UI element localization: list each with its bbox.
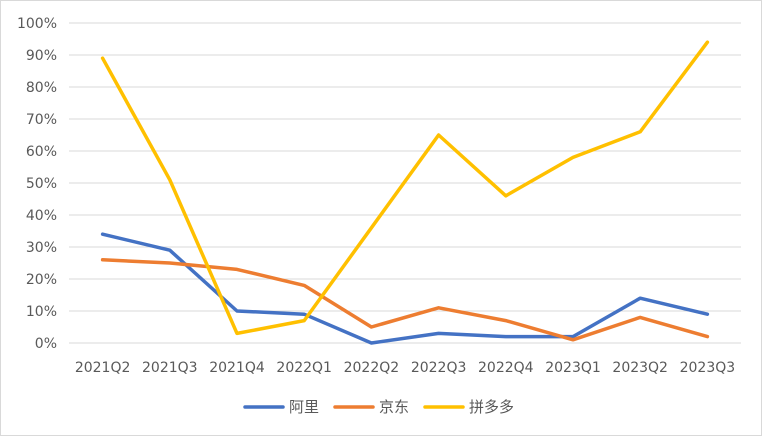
x-tick-label: 2023Q2 [612,360,668,376]
x-tick-label: 2022Q3 [411,360,467,376]
x-axis-ticks: 2021Q2 2021Q3 2021Q4 2022Q1 2022Q2 2022Q3 2022… [75,360,735,376]
y-tick-label: 40% [26,208,57,224]
series-lines [100,40,710,345]
y-tick-label: 50% [26,176,57,192]
y-tick-label: 100% [17,16,57,32]
y-tick-label: 30% [26,240,57,256]
y-tick-label: 60% [26,144,57,160]
y-tick-label: 70% [26,112,57,128]
legend-label: 京东 [379,398,409,416]
y-tick-label: 80% [26,80,57,96]
y-tick-label: 90% [26,48,57,64]
series-line-2 [100,40,710,336]
x-tick-label: 2023Q3 [680,360,736,376]
y-tick-label: 0% [35,336,57,352]
legend-label: 拼多多 [469,398,514,416]
x-tick-label: 2023Q1 [545,360,601,376]
x-tick-label: 2021Q4 [209,360,265,376]
x-tick-label: 2021Q3 [142,360,198,376]
x-tick-label: 2022Q2 [344,360,400,376]
x-tick-label: 2022Q1 [276,360,332,376]
x-tick-label: 2022Q4 [478,360,534,376]
y-tick-label: 10% [26,304,57,320]
series-line-1 [100,258,710,342]
legend-label: 阿里 [289,398,319,416]
series-line-0 [100,232,710,345]
x-tick-label: 2021Q2 [75,360,131,376]
y-axis-ticks: 0% 10% 20% 30% 40% 50% 60% 70% 80% 90% 100% [17,16,57,352]
y-tick-label: 20% [26,272,57,288]
legend: 阿里 京东 拼多多 [243,398,514,416]
